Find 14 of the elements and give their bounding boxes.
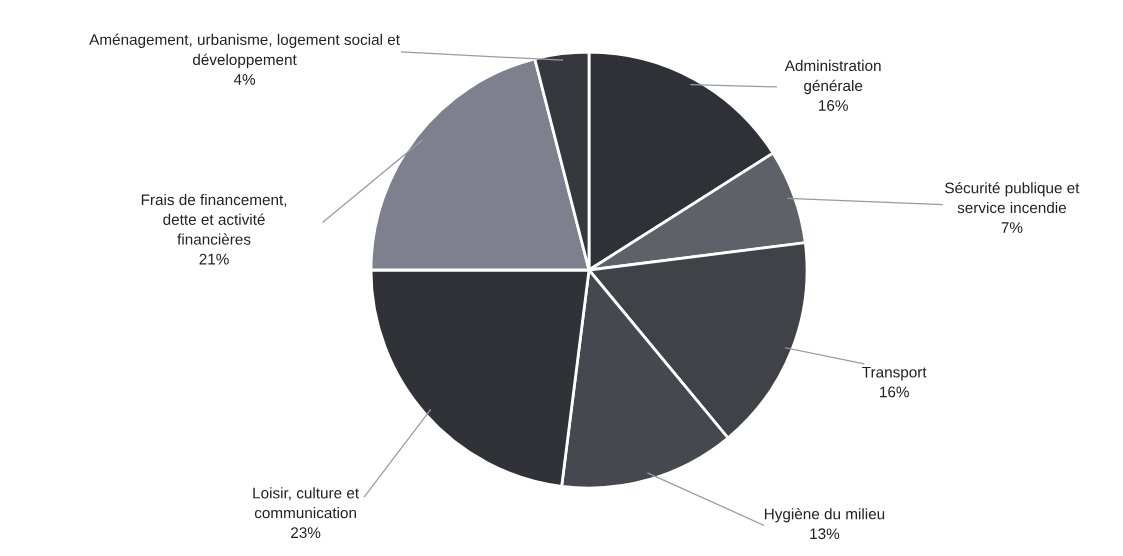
slice-label: Transport xyxy=(862,366,927,381)
slice-label: Loisir, culture et communication xyxy=(253,487,359,519)
slice-label: Hygiène du milieu xyxy=(764,507,885,523)
data-label: 7% xyxy=(1001,222,1023,233)
slice-label: Aménagement, urbanisme, logement social et développement xyxy=(89,33,400,69)
data-label: 4% xyxy=(233,74,256,85)
data-label: 16% xyxy=(880,386,909,398)
data-label: 13% xyxy=(810,528,840,540)
data-label: 16% xyxy=(819,100,848,111)
data-label: 23% xyxy=(291,527,321,539)
data-label: 21% xyxy=(199,253,229,265)
slice-label: Sécurité publique et service incendie xyxy=(945,181,1080,214)
slice-label: Frais de financement, dette et activité financières xyxy=(141,193,287,245)
slice-label: Administration générale xyxy=(784,59,881,95)
